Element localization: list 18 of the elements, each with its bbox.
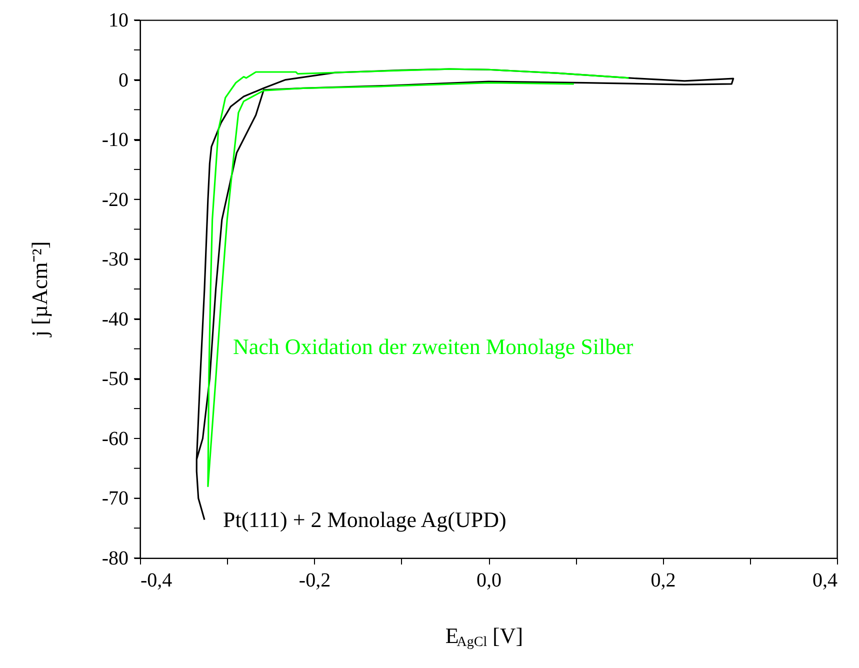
x-tick-label: -0,4 xyxy=(140,570,172,592)
x-tick-label: 0,0 xyxy=(476,570,502,592)
y-tick-label: -30 xyxy=(102,248,128,271)
y-tick-label: -20 xyxy=(102,188,128,211)
x-tick-label: -0,2 xyxy=(298,570,331,592)
y-tick-label: -40 xyxy=(102,308,128,330)
y-tick-label: 0 xyxy=(118,69,128,92)
x-tick-label: 0,2 xyxy=(650,570,676,592)
y-tick-label: 10 xyxy=(108,10,128,32)
y-tick-label: -70 xyxy=(102,488,128,510)
y-tick-label: -60 xyxy=(102,428,128,450)
x-tick-label: 0,4 xyxy=(812,570,838,592)
y-tick-label: -50 xyxy=(102,368,128,390)
y-tick-label: -80 xyxy=(102,548,128,570)
y-tick-label: -10 xyxy=(102,129,128,152)
y-axis-title: j [µAcm⁻²] xyxy=(27,241,52,338)
series-label: Pt(111) + 2 Monolage Ag(UPD) xyxy=(223,507,506,532)
series-label: Nach Oxidation der zweiten Monolage Silber xyxy=(233,334,634,359)
